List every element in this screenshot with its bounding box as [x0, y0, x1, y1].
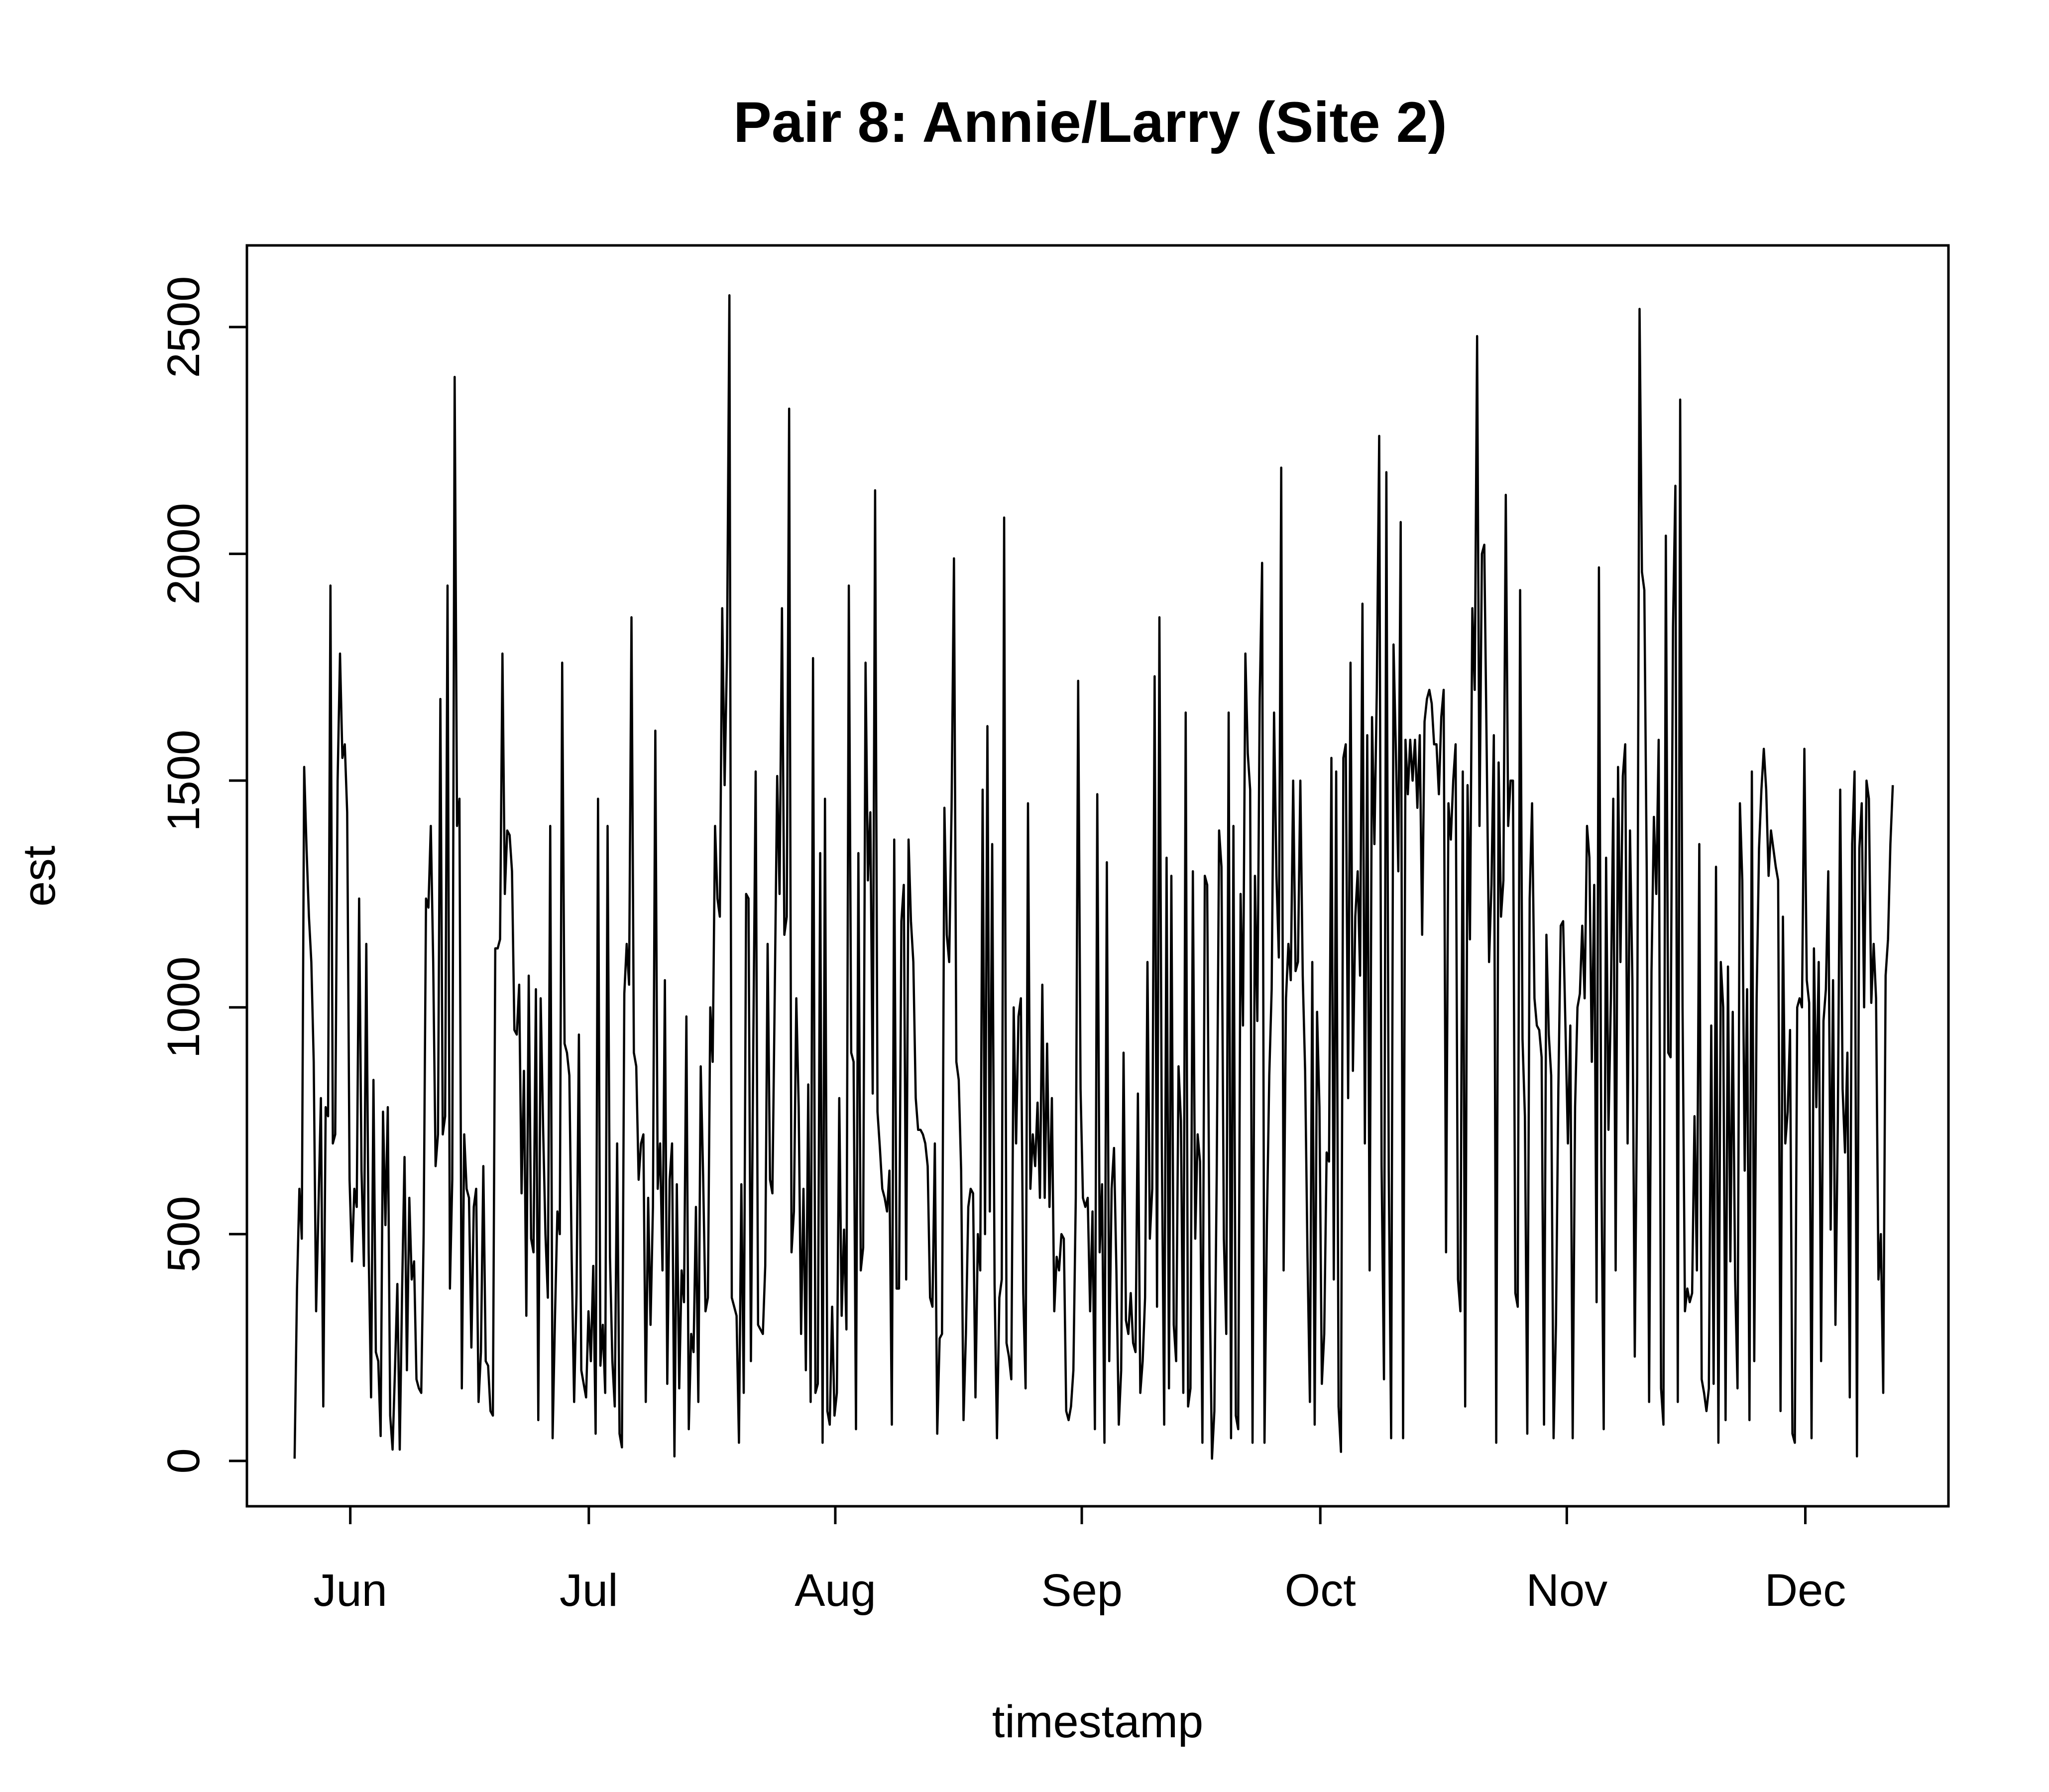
x-tick-label: Sep	[1041, 1565, 1123, 1616]
y-axis: 0 500 1000 1500 2000 2500	[158, 276, 248, 1473]
y-tick-label: 2500	[158, 276, 209, 378]
y-tick-label: 1500	[158, 730, 209, 832]
x-axis: Jun Jul Aug Sep Oct Nov Dec	[313, 1505, 1846, 1616]
y-tick-label: 1000	[158, 956, 209, 1058]
chart-title: Pair 8: Annie/Larry (Site 2)	[733, 91, 1447, 154]
series-line-1	[293, 294, 1894, 1460]
y-tick-label: 500	[158, 1196, 209, 1273]
x-tick-label: Dec	[1765, 1565, 1846, 1616]
x-tick-label: Jul	[560, 1565, 618, 1616]
x-tick-label: Jun	[313, 1565, 387, 1616]
x-tick-label: Aug	[795, 1565, 876, 1616]
x-tick-label: Oct	[1285, 1565, 1356, 1616]
y-tick-label: 2000	[158, 503, 209, 605]
x-tick-label: Nov	[1526, 1565, 1608, 1616]
series-layer	[293, 294, 1894, 1460]
y-axis-title: est	[14, 846, 65, 907]
y-tick-label: 0	[158, 1448, 209, 1473]
x-axis-title: timestamp	[992, 1696, 1203, 1747]
